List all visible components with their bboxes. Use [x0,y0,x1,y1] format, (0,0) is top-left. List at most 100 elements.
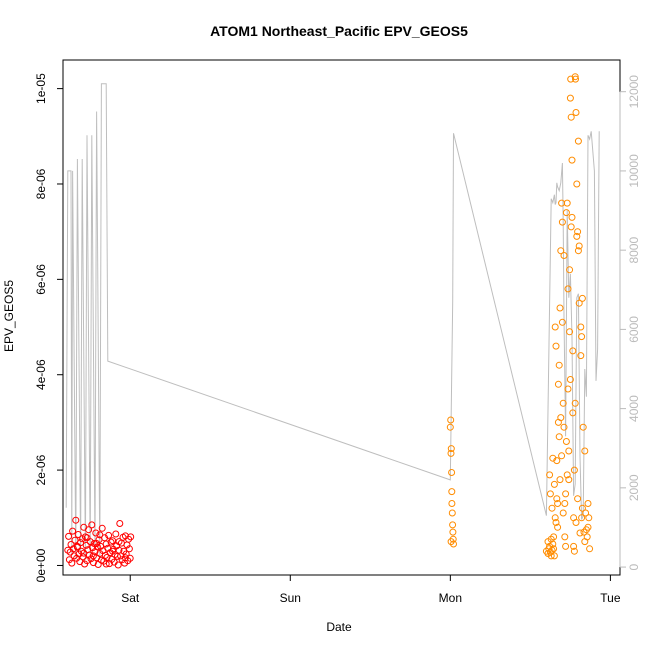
altitude-series [65,83,600,560]
data-point [568,213,576,221]
data-point [546,548,554,556]
data-point [584,523,592,531]
data-point [555,361,563,369]
data-point [93,543,101,551]
data-point [114,561,122,569]
y-tick-label: 0e+00 [34,548,48,582]
data-point [573,180,581,188]
data-point [570,466,578,474]
data-point [552,342,560,350]
data-point [584,500,592,507]
data-point [92,529,100,537]
data-point [558,218,566,226]
y-axis-label: EPV_GEOS5 [2,280,16,352]
data-point [447,416,455,424]
data-point [562,542,570,550]
data-point [586,545,594,553]
data-point [125,535,133,543]
data-point [122,550,130,558]
data-point [549,540,557,548]
x-axis: Sat Sun Mon Tue [121,574,621,605]
data-point [550,552,558,560]
y-tick-label: 6e-06 [34,264,48,295]
data-point [102,540,110,548]
data-point [568,156,576,164]
data-point [581,447,589,455]
data-point [581,538,589,546]
data-point [447,445,455,453]
data-point [565,447,573,455]
data-point [546,490,554,498]
data-point [556,304,564,312]
data-point [89,559,97,567]
data-point [74,531,82,538]
data-point [449,521,457,529]
data-point [551,323,559,331]
y-axis: 0e+00 2e-06 4e-06 6e-06 8e-06 1e-05 [34,73,64,582]
data-point [560,423,568,431]
x-tick-label: Sat [121,591,140,605]
data-point [446,423,454,431]
y2-tick-label: 8000 [627,237,641,264]
data-point [449,528,457,536]
y2-tick-label: 10000 [627,154,641,188]
y2-tick-label: 4000 [627,395,641,422]
data-point [105,531,113,539]
data-point [553,495,561,503]
y2-tick-label: 12000 [627,75,641,109]
data-point [577,352,585,360]
data-point [88,521,96,529]
y2-tick-label: 6000 [627,316,641,343]
data-point [93,540,101,547]
data-point [566,328,574,336]
data-point [450,540,457,548]
data-point [555,433,563,441]
data-point [554,523,562,531]
data-point [126,554,134,562]
data-point [566,376,574,383]
data-point [554,380,562,388]
data-point [69,527,77,535]
data-point [574,247,582,255]
data-point [578,333,586,341]
data-point [554,500,562,507]
data-point [73,542,81,550]
y-tick-label: 2e-06 [34,454,48,485]
epv-series-early [64,516,135,569]
data-point [65,532,73,540]
data-point [447,449,455,457]
y2-axis: 0 2000 4000 6000 8000 10000 12000 [619,75,641,570]
data-point [550,533,558,541]
data-point [570,542,578,550]
data-point [585,514,593,522]
data-point [70,552,78,560]
data-point [72,516,80,524]
data-point [448,509,456,517]
data-point [574,137,582,145]
data-point [562,490,570,498]
data-point [566,266,574,274]
data-point [570,547,578,555]
data-point [572,75,579,83]
data-point [563,471,571,479]
data-point [79,553,87,561]
data-point [113,552,121,560]
data-point [561,533,569,541]
data-point [556,476,564,484]
data-point [102,560,110,568]
data-point [560,252,568,259]
data-point [448,488,456,496]
data-point [558,199,566,207]
data-point [71,536,79,544]
data-point [578,294,586,302]
data-point [550,480,558,488]
data-point [96,531,104,539]
data-point [127,533,135,541]
y2-tick-label: 2000 [627,474,641,501]
epv-series-late [446,73,594,560]
data-point [575,299,583,307]
data-point [80,523,88,531]
data-point [562,209,570,217]
data-point [109,537,117,545]
data-point [89,544,97,552]
